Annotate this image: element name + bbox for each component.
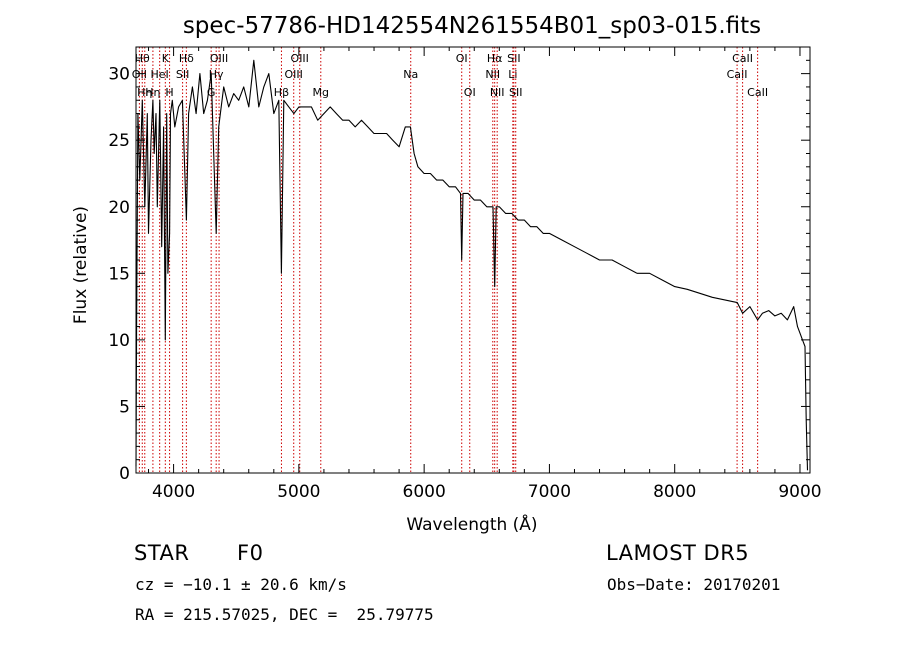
spectral-line-label: OIII [291,52,309,65]
spectral-line-label: Na [403,68,418,81]
x-tick-label: 5000 [277,482,320,502]
spectral-line-label: Hη [145,86,160,99]
spectral-line-label: OI [456,52,468,65]
spectral-line-label: SII [176,68,189,81]
spectral-line-label: Li [508,68,517,81]
survey-name: LAMOST DR5 [606,541,750,565]
spectral-line-label: SII [507,52,520,65]
spectral-line-label: HeI [151,68,169,81]
spectrum-series [135,59,809,471]
y-tick-label: 5 [119,397,130,417]
spectral-line-label: CaII [732,52,753,65]
spectral-line-label: NII [490,86,505,99]
x-tick-label: 4000 [152,482,195,502]
x-tick-label: 6000 [403,482,446,502]
spectral-line-label: Mg [313,86,329,99]
coordinates: RA = 215.57025, DEC = 25.79775 [135,605,434,624]
spectral-line-label: SII [509,86,522,99]
axes: 4000 5000 6000 7000 8000 9000 0 5 10 15 20 25 30 [108,46,822,502]
y-tick-label: 10 [108,331,130,351]
spectral-line-label: OIII [285,68,303,81]
y-tick-label: 30 [108,65,130,85]
x-axis-label: Wavelength (Å) [406,513,537,535]
observation-date: Obs−Date: 20170201 [607,575,781,594]
spectral-line-label: Hη [137,86,152,99]
spectral-line-label: CaII [747,86,768,99]
spectral-line-label: Hθ [135,52,150,65]
y-tick-label: 20 [108,198,130,218]
spectral-line-label: Hδ [179,52,194,65]
spectral-line-label: G [207,86,216,99]
spectrum-line [135,59,809,471]
spectral-line-label: K [162,52,170,65]
plot-frame [135,46,811,474]
spectral-line-label: OI [464,86,476,99]
y-tick-label: 25 [108,131,130,151]
x-tick-label: 9000 [778,482,821,502]
spectral-line-label: Hγ [209,68,224,81]
x-tick-label: 8000 [653,482,696,502]
spectral-line-label: H [165,86,173,99]
y-tick-label: 0 [119,464,130,484]
x-tick-label: 7000 [528,482,571,502]
chart-title: spec-57786-HD142554N261554B01_sp03-015.f… [183,13,761,39]
spectral-line-label: OIII [210,52,228,65]
spectral-lines: OIIHθHηHηHeIKHSIIHδGHγOIIIHβOIIIOIIIMgNa… [132,47,768,473]
spectral-line-label: NII [485,68,500,81]
object-class: STAR [134,541,190,565]
object-subclass: F0 [237,541,264,565]
redshift-velocity: cz = −10.1 ± 20.6 km/s [135,575,347,594]
y-axis-label: Flux (relative) [71,206,91,324]
spectral-line-label: Hβ [274,86,289,99]
y-tick-label: 15 [108,264,130,284]
spectral-line-label: Hα [487,52,503,65]
spectral-line-label: CaII [727,68,748,81]
